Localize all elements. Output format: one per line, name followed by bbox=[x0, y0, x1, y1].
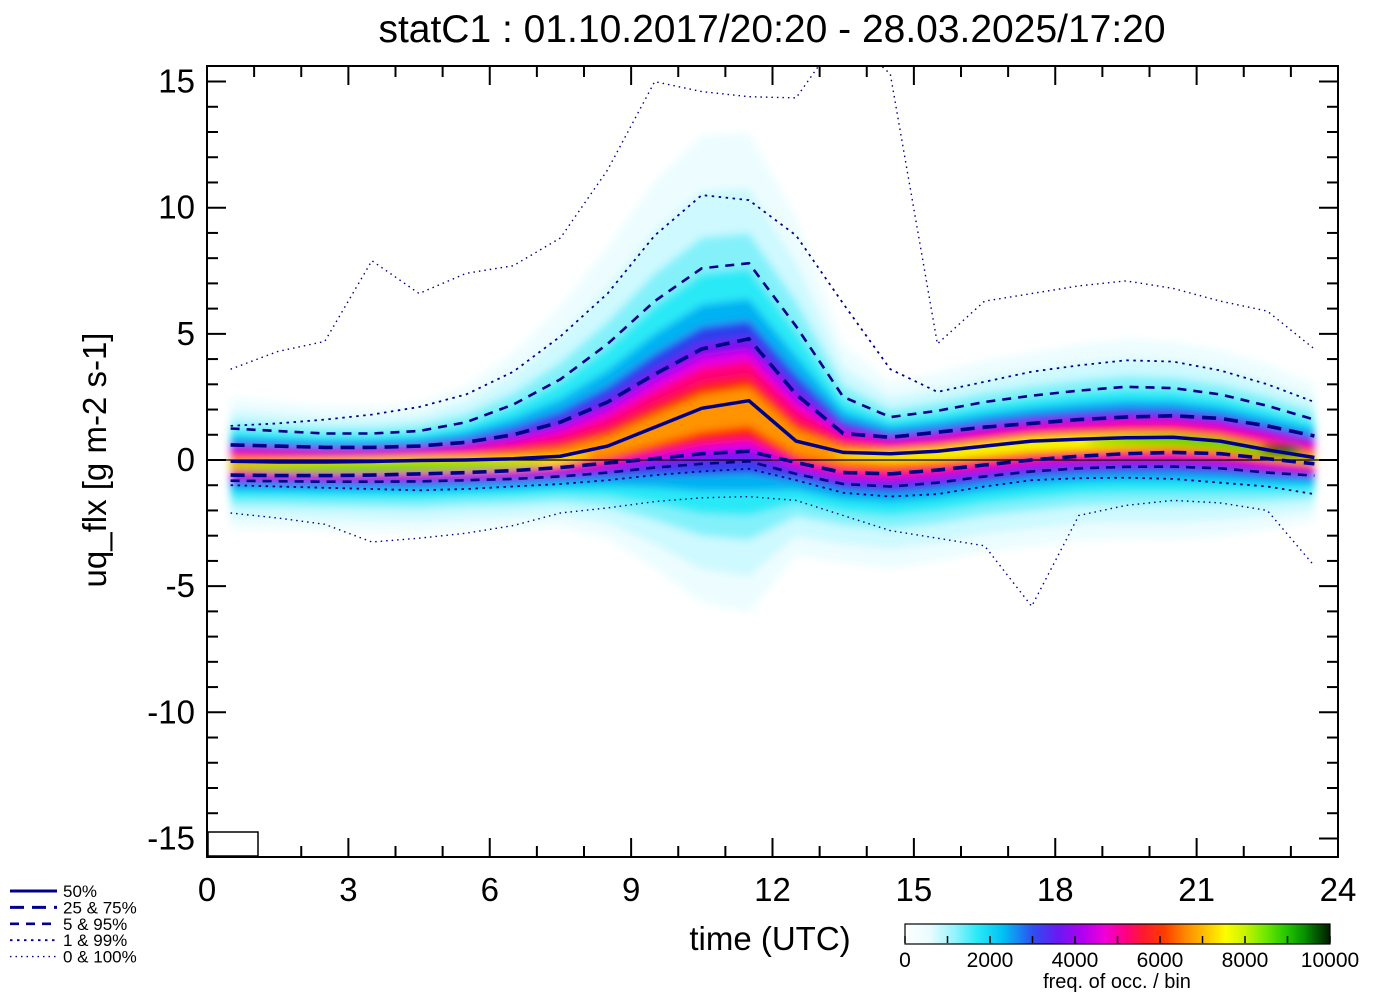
legend-label: 0 & 100% bbox=[63, 948, 137, 967]
colorbar-gradient-bar bbox=[904, 923, 1331, 945]
heat-core-band bbox=[1083, 435, 1320, 462]
y-tick-label: 15 bbox=[158, 63, 195, 100]
colorbar-tick-labels: 0 2000 4000 6000 8000 10000 bbox=[899, 949, 1359, 972]
percentile-line-50 bbox=[230, 398, 1315, 464]
y-tick-label: 10 bbox=[158, 189, 195, 226]
percentile-line-5 bbox=[230, 459, 1315, 488]
colorbar-tick-label: 4000 bbox=[1052, 949, 1099, 972]
legend-label: 5 & 95% bbox=[63, 915, 127, 934]
x-axis-label: time (UTC) bbox=[689, 920, 850, 957]
colorbar-tick-label: 8000 bbox=[1222, 949, 1269, 972]
heat-core-band bbox=[225, 462, 544, 473]
curves-clip-group bbox=[207, 66, 1338, 608]
x-tick-label: 24 bbox=[1320, 871, 1357, 908]
inset-box bbox=[207, 831, 259, 857]
y-tick-label: -15 bbox=[147, 819, 195, 856]
colorbar-caption: freq. of occ. / bin bbox=[1043, 971, 1191, 992]
x-tick-label: 3 bbox=[339, 871, 357, 908]
y-tick-label: -10 bbox=[147, 693, 195, 730]
x-tick-label: 18 bbox=[1037, 871, 1074, 908]
x-tick-label: 9 bbox=[622, 871, 640, 908]
colorbar-tick-label: 2000 bbox=[967, 949, 1014, 972]
percentile-legend: 50%25 & 75%5 & 95%1 & 99%0 & 100% bbox=[10, 882, 137, 967]
percentile-curves-layer bbox=[207, 66, 1338, 608]
heatmap-layer bbox=[225, 132, 1320, 613]
axes-layer: 0 3 6 9 12 15 18 21 24 -15 -10 -5 0 5 10 15 bbox=[147, 63, 1356, 908]
legend-label: 25 & 75% bbox=[63, 898, 137, 917]
percentile-line-75 bbox=[230, 336, 1315, 450]
y-axis-label: uq_flx [g m-2 s-1] bbox=[76, 333, 113, 588]
x-tick-label: 12 bbox=[754, 871, 791, 908]
y-tick-label: 5 bbox=[177, 315, 195, 352]
colorbar-tick-label: 0 bbox=[899, 949, 911, 972]
colorbar-tick-label: 10000 bbox=[1301, 949, 1359, 972]
y-tick-label: 0 bbox=[177, 441, 195, 478]
x-tick-label: 21 bbox=[1178, 871, 1215, 908]
colorbar-ticks bbox=[904, 936, 1331, 943]
x-tick-label: 15 bbox=[896, 871, 933, 908]
colorbar-tick-label: 6000 bbox=[1137, 949, 1184, 972]
plot-clip-group bbox=[225, 132, 1320, 613]
percentile-line-99 bbox=[230, 194, 1315, 427]
percentile-line-95 bbox=[230, 261, 1315, 435]
percentile-line-25 bbox=[230, 449, 1315, 478]
plot-title: statC1 : 01.10.2017/20:20 - 28.03.2025/1… bbox=[378, 8, 1165, 51]
legend-label: 1 & 99% bbox=[63, 931, 127, 950]
x-tick-label: 6 bbox=[481, 871, 499, 908]
x-tick-label: 0 bbox=[198, 871, 216, 908]
colorbar: 0 2000 4000 6000 8000 10000 freq. of occ. / b… bbox=[899, 923, 1359, 992]
legend-label: 50% bbox=[63, 882, 97, 901]
percentile-line-100 bbox=[230, 66, 1315, 370]
y-tick-label: -5 bbox=[166, 567, 195, 604]
